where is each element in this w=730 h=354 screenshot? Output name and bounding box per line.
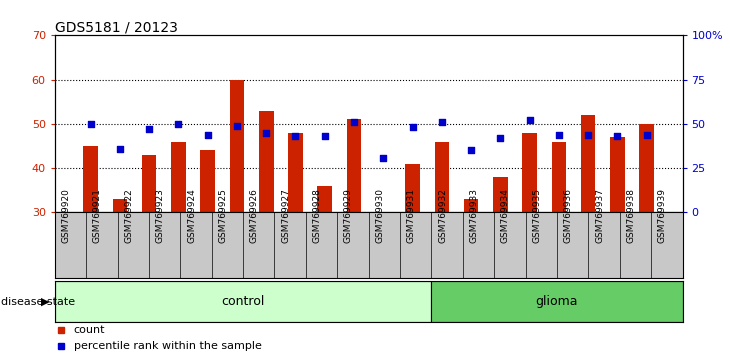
- Point: [377, 155, 389, 160]
- Bar: [405, 164, 420, 212]
- Text: GSM769936: GSM769936: [564, 188, 573, 243]
- Text: GSM769932: GSM769932: [438, 188, 447, 243]
- Point: [612, 133, 623, 139]
- Bar: [639, 124, 654, 212]
- Bar: [318, 186, 332, 212]
- Text: GSM769922: GSM769922: [124, 188, 134, 243]
- Text: GSM769933: GSM769933: [469, 188, 479, 243]
- Bar: [200, 150, 215, 212]
- Bar: [83, 146, 98, 212]
- Bar: [142, 155, 156, 212]
- Text: percentile rank within the sample: percentile rank within the sample: [74, 341, 261, 351]
- Text: GSM769920: GSM769920: [61, 188, 71, 243]
- Point: [319, 133, 331, 139]
- Text: GSM769929: GSM769929: [344, 188, 353, 243]
- Text: GSM769930: GSM769930: [375, 188, 385, 243]
- Bar: [259, 110, 274, 212]
- Bar: [431, 281, 683, 322]
- Bar: [464, 199, 478, 212]
- Text: GSM769938: GSM769938: [626, 188, 636, 243]
- Text: ▶: ▶: [41, 297, 50, 307]
- Bar: [288, 133, 303, 212]
- Text: GSM769923: GSM769923: [155, 188, 165, 243]
- Point: [231, 123, 243, 129]
- Point: [553, 132, 565, 137]
- Bar: [112, 199, 127, 212]
- Text: control: control: [221, 295, 265, 308]
- Bar: [230, 80, 245, 212]
- Point: [143, 126, 155, 132]
- Text: count: count: [74, 325, 105, 335]
- Text: GSM769935: GSM769935: [532, 188, 542, 243]
- Text: GSM769928: GSM769928: [312, 188, 322, 243]
- Point: [261, 130, 272, 136]
- Point: [407, 125, 418, 130]
- Text: GSM769926: GSM769926: [250, 188, 259, 243]
- Bar: [347, 120, 361, 212]
- Bar: [522, 133, 537, 212]
- Text: GSM769931: GSM769931: [407, 188, 416, 243]
- Bar: [581, 115, 596, 212]
- Bar: [493, 177, 507, 212]
- Text: GSM769934: GSM769934: [501, 188, 510, 243]
- Bar: [610, 137, 625, 212]
- Point: [201, 132, 213, 137]
- Text: GSM769921: GSM769921: [93, 188, 102, 243]
- Text: glioma: glioma: [536, 295, 578, 308]
- Point: [583, 132, 594, 137]
- Point: [114, 146, 126, 152]
- Text: GSM769924: GSM769924: [187, 188, 196, 243]
- Text: disease state: disease state: [1, 297, 76, 307]
- Bar: [552, 142, 566, 212]
- Point: [348, 119, 360, 125]
- Point: [290, 133, 301, 139]
- Point: [494, 135, 506, 141]
- Point: [524, 118, 536, 123]
- Text: GSM769927: GSM769927: [281, 188, 291, 243]
- Point: [172, 121, 184, 127]
- Point: [641, 132, 653, 137]
- Point: [465, 148, 477, 153]
- Text: GDS5181 / 20123: GDS5181 / 20123: [55, 20, 177, 34]
- Point: [436, 119, 447, 125]
- Bar: [55, 281, 431, 322]
- Text: GSM769925: GSM769925: [218, 188, 228, 243]
- Bar: [171, 142, 185, 212]
- Text: GSM769937: GSM769937: [595, 188, 604, 243]
- Bar: [434, 142, 449, 212]
- Text: GSM769939: GSM769939: [658, 188, 667, 243]
- Point: [85, 121, 96, 127]
